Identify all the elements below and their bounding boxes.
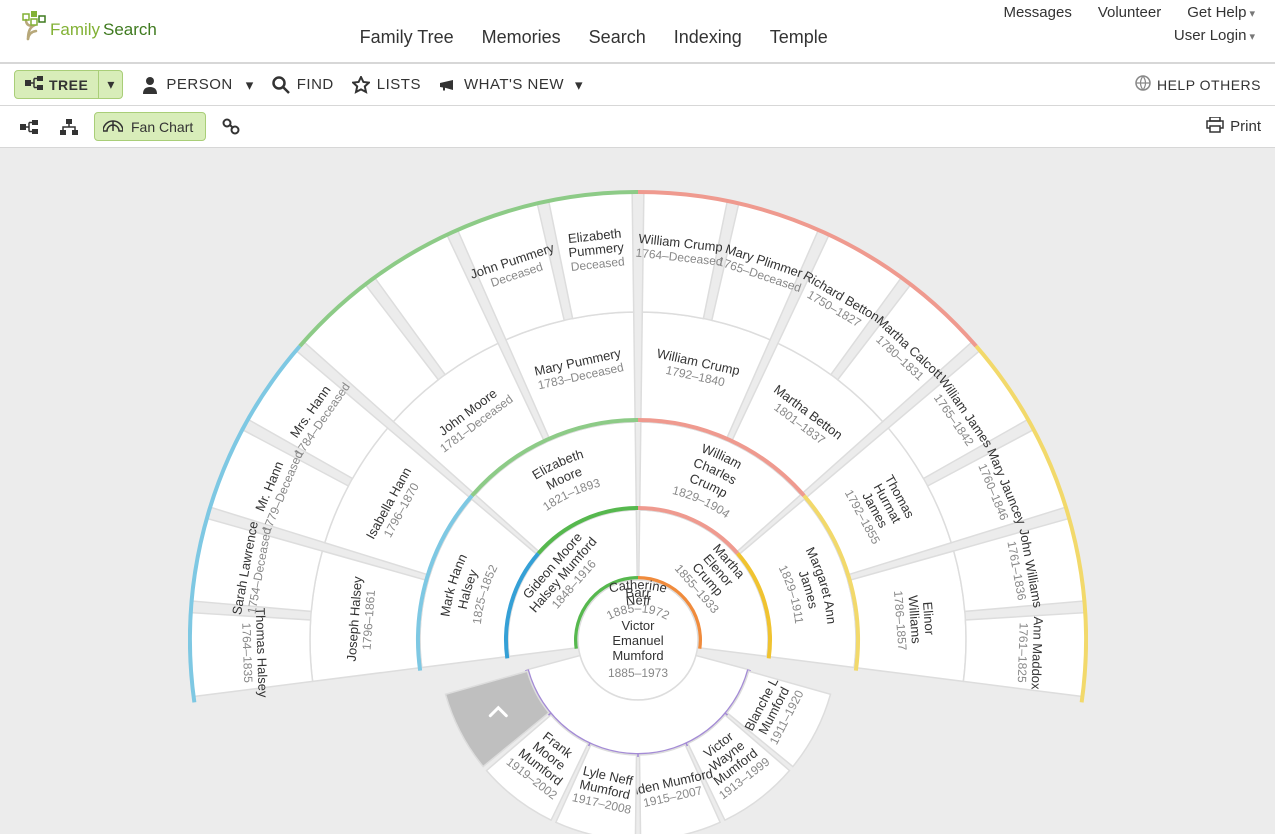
person-label: PERSON <box>166 76 232 93</box>
chevron-down-icon: ▾ <box>246 76 254 94</box>
tree-label: TREE <box>49 77 88 93</box>
header: Family Search Family Tree Memories Searc… <box>0 0 1275 62</box>
svg-text:Search: Search <box>103 20 157 39</box>
tree-button[interactable]: TREE ▾ <box>14 70 123 99</box>
print-icon <box>1206 117 1224 137</box>
help-label: HELP OTHERS <box>1157 77 1261 93</box>
header-right: Messages Volunteer Get Help User Login <box>1003 4 1255 44</box>
main-nav: Family Tree Memories Search Indexing Tem… <box>184 17 1003 48</box>
tree-icon <box>25 76 43 93</box>
nav-indexing[interactable]: Indexing <box>674 27 742 48</box>
svg-text:Emanuel: Emanuel <box>612 633 663 648</box>
logo[interactable]: Family Search <box>14 8 184 50</box>
view-fan-button[interactable]: Fan Chart <box>94 112 206 141</box>
nav-memories[interactable]: Memories <box>482 27 561 48</box>
nav-family-tree[interactable]: Family Tree <box>360 27 454 48</box>
whatsnew-label: WHAT'S NEW <box>464 76 564 93</box>
fan-label: Fan Chart <box>131 119 193 135</box>
nav-search[interactable]: Search <box>589 27 646 48</box>
fan-chart-canvas[interactable]: Gideon MooreHalsey Mumford1848–1916Marth… <box>0 148 1275 834</box>
help-others-button[interactable]: HELP OTHERS <box>1135 75 1261 94</box>
link-volunteer[interactable]: Volunteer <box>1098 4 1161 21</box>
svg-text:1761–1825: 1761–1825 <box>1014 622 1030 683</box>
nav-temple[interactable]: Temple <box>770 27 828 48</box>
link-messages[interactable]: Messages <box>1003 4 1071 21</box>
svg-text:1885–1973: 1885–1973 <box>607 666 667 680</box>
svg-text:Victor: Victor <box>621 618 655 633</box>
toolbar-views: Fan Chart Print <box>0 106 1275 148</box>
find-button[interactable]: FIND <box>272 76 334 94</box>
toolbar-primary: TREE ▾ PERSON ▾ FIND LISTS WHAT'S NEW ▾ … <box>0 62 1275 106</box>
whatsnew-button[interactable]: WHAT'S NEW ▾ <box>439 76 583 94</box>
search-icon <box>272 76 290 94</box>
fan-icon <box>103 117 123 136</box>
view-settings-button[interactable] <box>216 114 246 140</box>
lists-label: LISTS <box>377 76 421 93</box>
print-button[interactable]: Print <box>1206 117 1261 137</box>
globe-icon <box>1135 75 1151 94</box>
svg-text:Thomas Halsey: Thomas Halsey <box>252 607 270 698</box>
fan-chart[interactable]: Gideon MooreHalsey Mumford1848–1916Marth… <box>188 148 1088 834</box>
svg-text:Family: Family <box>50 20 101 39</box>
print-label: Print <box>1230 118 1261 135</box>
view-descendancy-button[interactable] <box>54 114 84 140</box>
find-label: FIND <box>297 76 334 93</box>
view-pedigree-button[interactable] <box>14 114 44 140</box>
person-button[interactable]: PERSON ▾ <box>141 76 253 94</box>
lists-button[interactable]: LISTS <box>352 76 421 94</box>
star-icon <box>352 76 370 94</box>
svg-text:1764–1835: 1764–1835 <box>239 623 255 684</box>
link-login[interactable]: User Login <box>1174 27 1255 44</box>
chevron-down-icon: ▾ <box>575 76 583 94</box>
svg-text:Mumford: Mumford <box>612 648 663 663</box>
link-gethelp[interactable]: Get Help <box>1187 4 1255 21</box>
person-icon <box>141 76 159 94</box>
megaphone-icon <box>439 76 457 94</box>
tree-dropdown[interactable]: ▾ <box>98 71 122 98</box>
